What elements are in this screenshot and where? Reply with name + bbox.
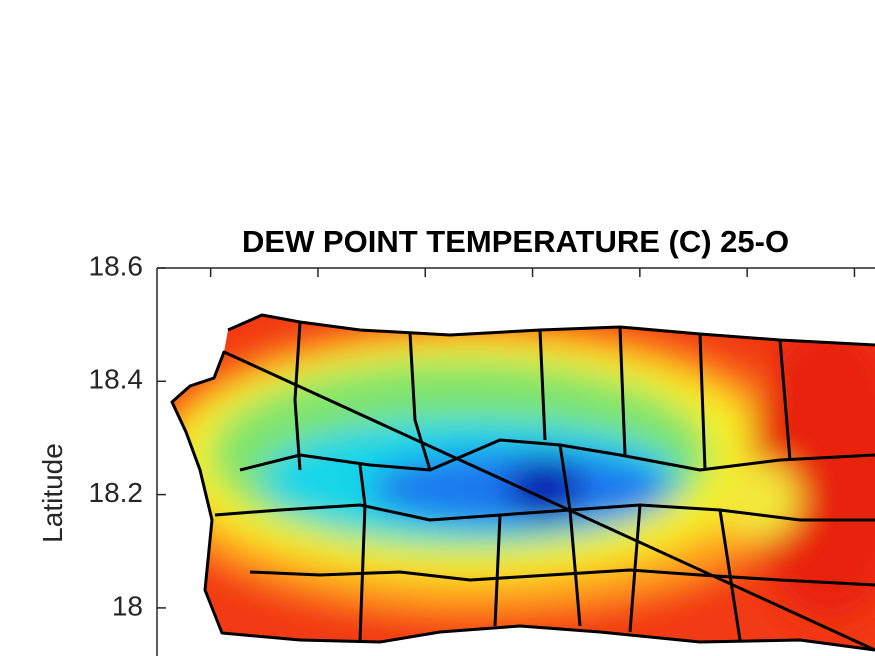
y-tick-label: 18.2: [89, 477, 144, 508]
y-tick-label: 18.6: [89, 250, 144, 281]
municipal-borders: [170, 313, 875, 652]
chart-title: DEW POINT TEMPERATURE (C) 25-O: [242, 224, 789, 259]
y-tick-label: 18.4: [89, 364, 144, 395]
dew-point-field: [172, 315, 875, 650]
y-tick-label: 18: [112, 590, 143, 621]
y-axis-title: Latitude: [37, 443, 68, 543]
